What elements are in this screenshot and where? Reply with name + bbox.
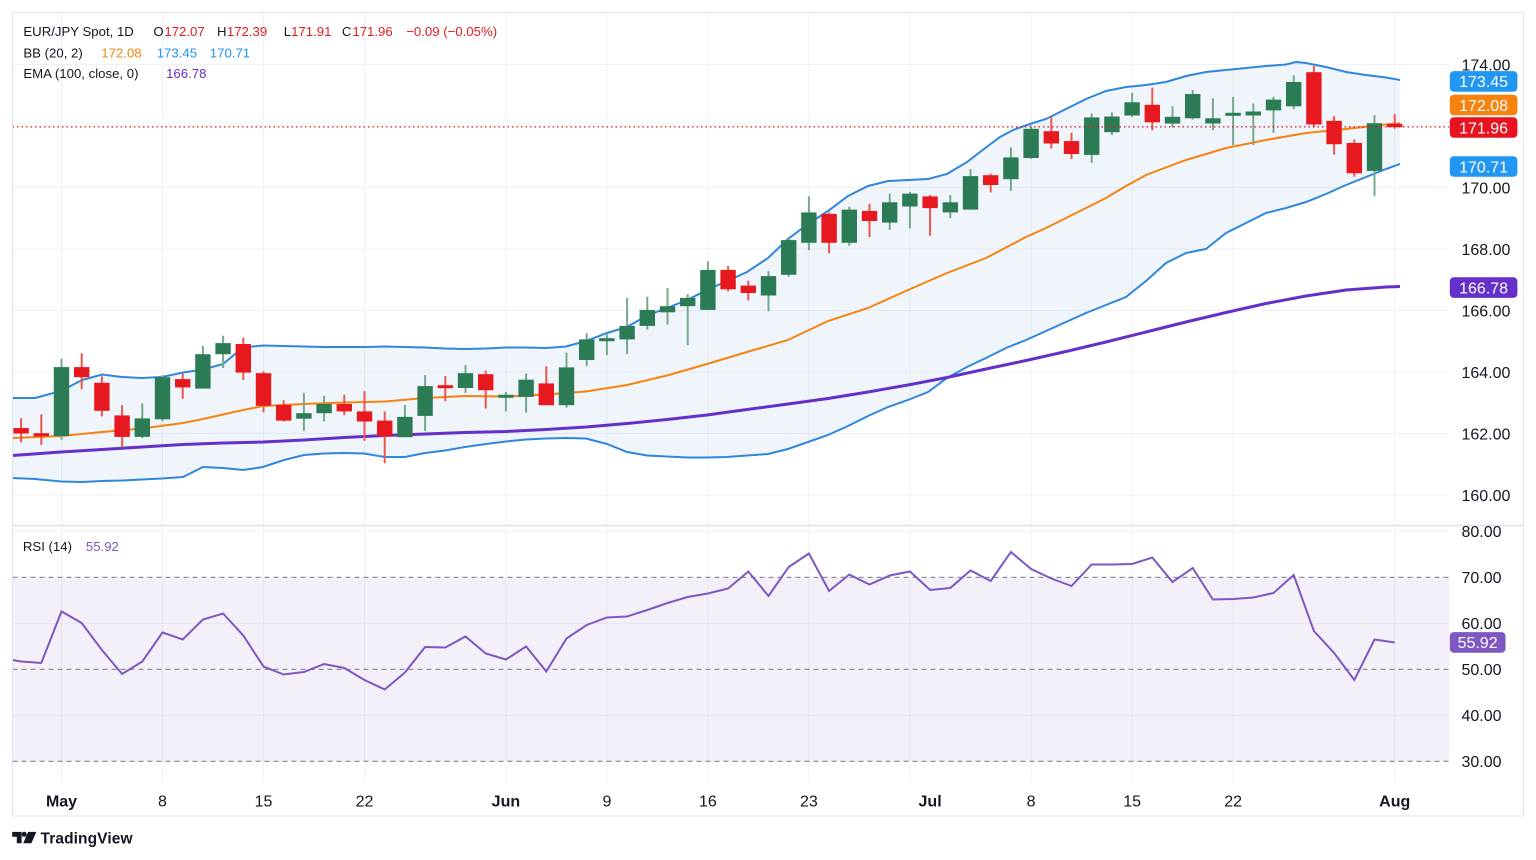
svg-text:15: 15 — [1123, 794, 1141, 811]
svg-text:172.07: 172.07 — [164, 24, 204, 39]
svg-text:23: 23 — [800, 794, 818, 811]
svg-text:170.00: 170.00 — [1462, 180, 1511, 197]
svg-text:22: 22 — [1224, 794, 1242, 811]
svg-text:BB (20, 2): BB (20, 2) — [23, 46, 82, 61]
svg-text:160.00: 160.00 — [1462, 488, 1511, 505]
svg-text:164.00: 164.00 — [1462, 365, 1511, 382]
svg-text:162.00: 162.00 — [1462, 426, 1511, 443]
svg-text:L: L — [284, 24, 291, 39]
svg-text:172.08: 172.08 — [101, 46, 141, 61]
svg-text:171.96: 171.96 — [1459, 120, 1508, 137]
svg-text:8: 8 — [1027, 794, 1036, 811]
svg-text:Jul: Jul — [919, 794, 942, 811]
svg-text:22: 22 — [356, 794, 374, 811]
svg-text:16: 16 — [699, 794, 717, 811]
svg-text:C: C — [342, 24, 352, 39]
svg-text:May: May — [46, 794, 77, 811]
svg-text:173.45: 173.45 — [1459, 74, 1508, 91]
svg-text:RSI (14): RSI (14) — [23, 539, 72, 554]
svg-text:171.96: 171.96 — [352, 24, 392, 39]
svg-text:−0.09 (−0.05%): −0.09 (−0.05%) — [406, 24, 497, 39]
svg-text:171.91: 171.91 — [291, 24, 331, 39]
svg-text:Aug: Aug — [1379, 794, 1410, 811]
svg-text:Jun: Jun — [492, 794, 520, 811]
svg-text:172.08: 172.08 — [1459, 98, 1508, 115]
svg-text:H: H — [217, 24, 227, 39]
svg-text:170.71: 170.71 — [1459, 159, 1508, 176]
svg-text:168.00: 168.00 — [1462, 242, 1511, 259]
svg-text:O: O — [153, 24, 163, 39]
svg-text:TradingView: TradingView — [41, 830, 134, 847]
svg-text:166.78: 166.78 — [166, 66, 206, 81]
svg-text:172.39: 172.39 — [227, 24, 267, 39]
svg-text:174.00: 174.00 — [1462, 57, 1511, 74]
svg-text:80.00: 80.00 — [1462, 524, 1502, 541]
svg-text:30.00: 30.00 — [1462, 754, 1502, 771]
svg-text:9: 9 — [602, 794, 611, 811]
svg-text:70.00: 70.00 — [1462, 570, 1502, 587]
svg-text:173.45: 173.45 — [157, 46, 197, 61]
svg-text:50.00: 50.00 — [1462, 662, 1502, 679]
svg-text:166.78: 166.78 — [1459, 280, 1508, 297]
svg-text:55.92: 55.92 — [86, 539, 119, 554]
svg-text:15: 15 — [255, 794, 273, 811]
svg-text:55.92: 55.92 — [1458, 635, 1498, 652]
svg-text:170.71: 170.71 — [210, 46, 250, 61]
svg-text:166.00: 166.00 — [1462, 303, 1511, 320]
svg-text:EMA (100, close, 0): EMA (100, close, 0) — [23, 66, 138, 81]
svg-text:60.00: 60.00 — [1462, 616, 1502, 633]
svg-text:EUR/JPY Spot, 1D: EUR/JPY Spot, 1D — [23, 24, 133, 39]
svg-text:40.00: 40.00 — [1462, 708, 1502, 725]
svg-text:8: 8 — [158, 794, 167, 811]
